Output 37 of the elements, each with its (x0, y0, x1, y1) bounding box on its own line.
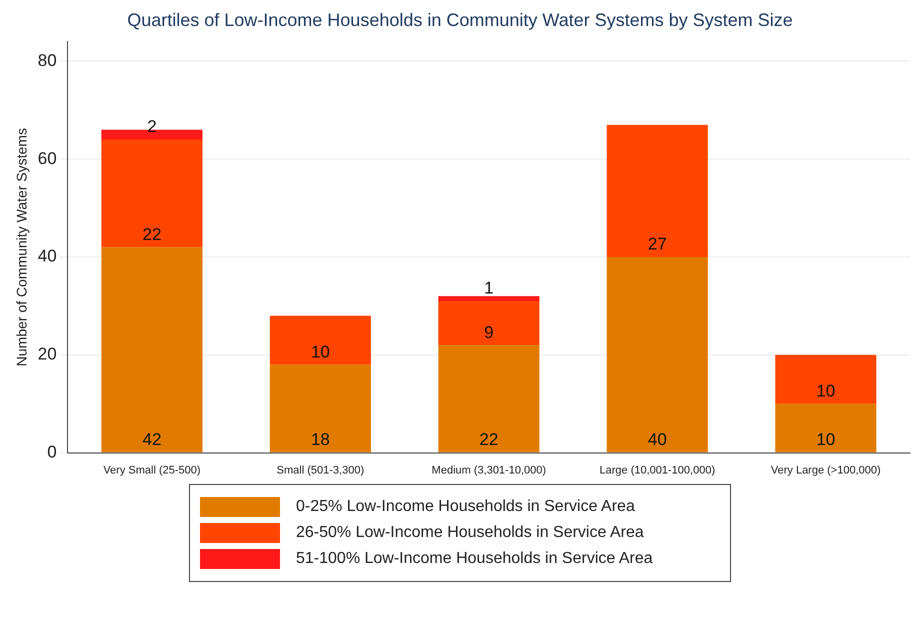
bar (270, 316, 371, 365)
bar (101, 247, 202, 452)
data-label: 1 (484, 278, 494, 298)
y-tick-label: 80 (38, 50, 57, 70)
bar (775, 404, 876, 452)
legend-label: 51-100% Low-Income Households in Service Area (296, 550, 653, 568)
bar (438, 301, 540, 346)
data-label: 22 (479, 430, 498, 449)
data-label: 42 (142, 430, 162, 449)
data-label: 10 (816, 382, 836, 401)
bar (606, 256, 708, 452)
y-tick-label: 40 (38, 246, 57, 266)
bar (606, 124, 708, 257)
bar (775, 354, 876, 404)
data-label: 18 (310, 430, 330, 449)
y-tick-label: 20 (38, 344, 57, 364)
y-axis-title: Number of Community Water Systems (13, 128, 30, 366)
x-tick-label: Very Small (25-500) (103, 464, 201, 476)
bar (438, 296, 540, 302)
data-label: 27 (648, 234, 667, 254)
x-tick-label: Medium (3,301-10,000) (432, 464, 546, 476)
y-tick-label: 60 (38, 148, 57, 168)
data-label: 10 (310, 342, 330, 362)
chart-title: Quartiles of Low-Income Households in Community Water Systems by System Size (127, 10, 793, 30)
legend-label: 0-25% Low-Income Households in Service Area (296, 498, 635, 516)
x-tick-label: Small (501-3,300) (276, 464, 364, 476)
data-label: 9 (484, 322, 494, 342)
bar (438, 345, 540, 452)
bar (101, 140, 202, 248)
data-label: 22 (142, 224, 162, 244)
legend-label: 26-50% Low-Income Households in Service Area (296, 524, 644, 542)
y-tick-label: 0 (47, 442, 57, 462)
bar (270, 364, 371, 452)
x-tick-label: Very Large (>100,000) (770, 464, 881, 476)
data-label: 10 (816, 430, 836, 449)
data-label: 40 (648, 430, 667, 449)
x-tick-label: Large (10,001-100,000) (600, 464, 716, 476)
